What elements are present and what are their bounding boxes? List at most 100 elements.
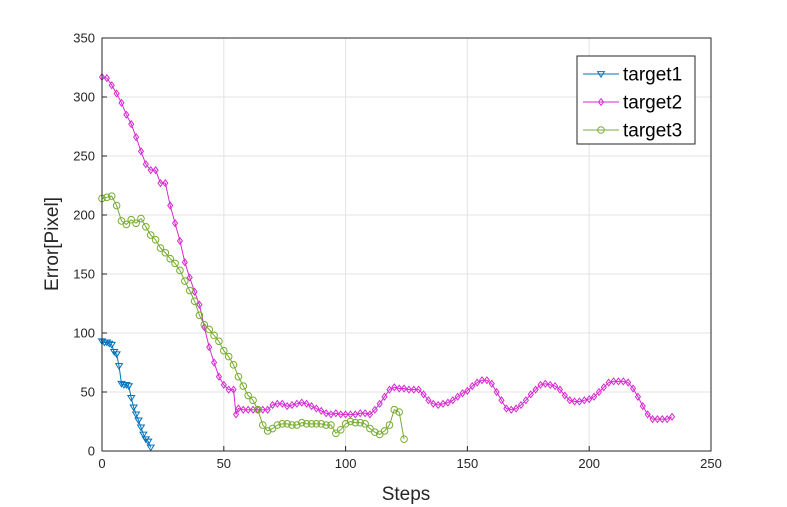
- data-point: [220, 346, 228, 355]
- data-point: [268, 424, 277, 433]
- data-point: [425, 396, 432, 405]
- data-point: [279, 399, 286, 408]
- series-target2: [98, 72, 676, 424]
- data-point: [595, 387, 603, 397]
- data-point: [143, 438, 153, 446]
- data-point: [336, 425, 345, 434]
- y-tick-label: 100: [73, 326, 95, 341]
- data-point: [147, 166, 154, 175]
- data-point: [108, 81, 115, 90]
- data-point: [264, 405, 271, 414]
- y-axis-label: Error[Pixel]: [42, 197, 63, 291]
- legend-item-target1: target1: [583, 65, 682, 86]
- data-point: [620, 377, 627, 386]
- data-point: [322, 421, 330, 429]
- data-point: [547, 380, 554, 390]
- data-point: [146, 444, 156, 452]
- data-point: [342, 410, 349, 419]
- data-point: [284, 402, 291, 411]
- data-point: [659, 415, 666, 424]
- data-point: [430, 399, 437, 408]
- data-point: [240, 405, 247, 414]
- data-point: [610, 377, 617, 386]
- data-point: [113, 89, 120, 98]
- data-point: [137, 147, 145, 156]
- data-point: [308, 402, 315, 411]
- data-point: [634, 392, 642, 401]
- data-point: [124, 383, 134, 391]
- data-point: [105, 340, 114, 348]
- data-point: [323, 409, 330, 418]
- data-point: [625, 378, 632, 387]
- data-point: [366, 424, 374, 433]
- data-point: [114, 363, 124, 371]
- data-point: [142, 160, 149, 169]
- data-point: [258, 421, 267, 429]
- data-point: [142, 223, 150, 231]
- data-point: [600, 383, 607, 392]
- x-axis-label: Steps: [382, 484, 431, 505]
- data-point: [166, 254, 175, 263]
- y-tick-label: 50: [81, 385, 95, 400]
- data-point: [351, 418, 360, 427]
- data-point: [235, 404, 242, 413]
- data-point: [162, 179, 169, 188]
- data-point: [249, 396, 257, 405]
- y-tick-label: 0: [88, 444, 95, 459]
- data-point: [229, 361, 238, 369]
- data-point: [131, 411, 141, 419]
- data-point: [107, 341, 117, 349]
- data-point: [171, 219, 179, 228]
- data-point: [152, 166, 159, 175]
- data-point: [156, 244, 165, 252]
- data-point: [605, 378, 612, 387]
- legend-marker: [596, 71, 606, 79]
- series-layer: [97, 72, 676, 452]
- data-point: [224, 352, 233, 361]
- data-point: [551, 381, 559, 391]
- data-point: [586, 394, 593, 404]
- data-point: [181, 277, 189, 285]
- data-point: [269, 400, 276, 410]
- legend-item-target3: target3: [583, 121, 682, 142]
- legend-box: [576, 55, 696, 145]
- data-point: [133, 132, 140, 142]
- data-point: [118, 98, 125, 108]
- data-point: [375, 430, 384, 439]
- data-point: [649, 415, 656, 424]
- data-point: [439, 399, 447, 408]
- data-point: [361, 409, 369, 418]
- data-point: [195, 311, 204, 320]
- data-point: [474, 378, 481, 387]
- data-point: [385, 421, 394, 429]
- data-point: [464, 386, 471, 395]
- data-point: [122, 220, 131, 229]
- data-point: [283, 420, 291, 428]
- data-point: [376, 399, 383, 408]
- data-point: [357, 409, 364, 418]
- data-point: [503, 404, 510, 413]
- data-point: [454, 392, 461, 401]
- data-point: [332, 429, 340, 438]
- data-point: [297, 418, 306, 427]
- plot-area-frame: [101, 37, 712, 452]
- data-point: [396, 384, 403, 393]
- data-point: [639, 402, 646, 411]
- data-point: [327, 410, 335, 419]
- series-target1: [97, 338, 156, 452]
- data-point: [136, 424, 146, 432]
- data-point: [371, 405, 378, 414]
- data-point: [561, 391, 568, 400]
- data-point: [190, 297, 199, 305]
- data-point: [117, 380, 126, 388]
- series-line: [101, 340, 152, 448]
- data-point: [415, 385, 422, 394]
- data-point: [410, 385, 417, 394]
- data-point: [391, 383, 398, 392]
- y-tick-label: 300: [73, 90, 95, 105]
- series-target3: [98, 192, 408, 444]
- y-tick-label: 200: [73, 208, 95, 223]
- y-tick-label: 250: [73, 149, 95, 164]
- legend-marker: [597, 126, 605, 134]
